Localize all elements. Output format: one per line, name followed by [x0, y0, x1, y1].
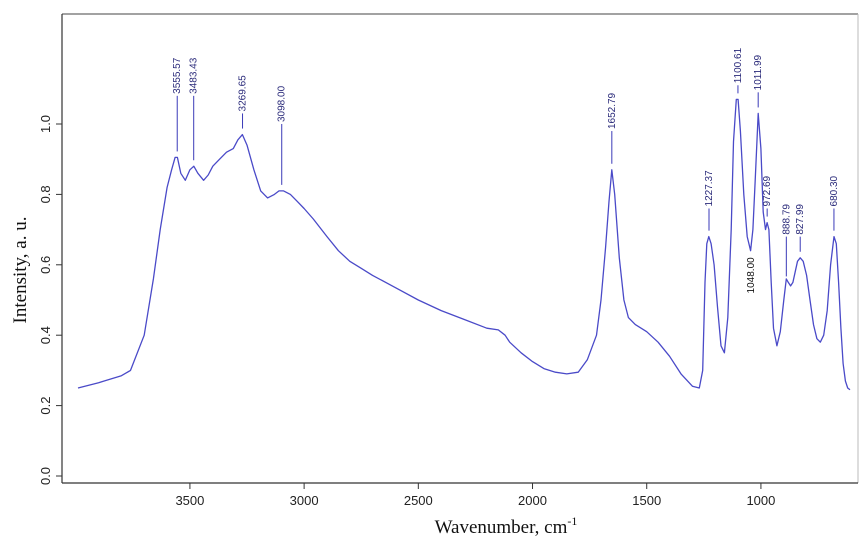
x-tick-label: 1500 — [632, 493, 661, 508]
series-layer — [77, 98, 851, 391]
y-tick-label: 0.0 — [38, 467, 53, 485]
peak-label: 1011.99 — [753, 54, 764, 90]
peak-label: 3098.00 — [277, 85, 288, 122]
x-axis-title-main: Wavenumber, cm — [435, 517, 568, 538]
peak-label: 972.69 — [762, 175, 773, 206]
y-axis-ticks: 0.0 0.2 0.4 0.6 0.8 1.0 — [38, 115, 62, 485]
peak-label: 1048.00 — [746, 257, 757, 294]
y-tick-label: 0.6 — [38, 256, 53, 274]
x-tick-label: 2500 — [404, 493, 433, 508]
x-tick-label: 1000 — [746, 493, 775, 508]
y-tick-label: 0.4 — [38, 326, 53, 344]
x-axis-ticks: 3500 3000 2500 2000 1500 1000 — [175, 483, 775, 508]
peak-annotations: 3555.57 3483.43 3269.65 3098.00 1652.79 1227.… — [172, 47, 840, 293]
x-tick-label: 2000 — [518, 493, 547, 508]
peak-label: 3483.43 — [189, 57, 200, 94]
peak-label: 1100.61 — [733, 47, 744, 83]
peak-label: 680.30 — [829, 175, 840, 206]
y-tick-label: 1.0 — [38, 115, 53, 133]
peak-label: 888.79 — [781, 204, 792, 235]
x-tick-label: 3500 — [175, 493, 204, 508]
peak-label: 3555.57 — [172, 57, 183, 94]
series-line-0 — [77, 98, 851, 391]
peak-label: 3269.65 — [238, 75, 249, 112]
peak-label: 827.99 — [795, 204, 806, 235]
y-tick-label: 0.2 — [38, 397, 53, 415]
x-axis-title-superscript: -1 — [567, 514, 577, 528]
y-axis-title: Intensity, a. u. — [10, 217, 31, 324]
x-tick-label: 3000 — [290, 493, 319, 508]
plot-frame — [61, 13, 859, 484]
peak-label: 1652.79 — [607, 92, 618, 129]
y-tick-label: 0.8 — [38, 185, 53, 203]
peak-label: 1227.37 — [704, 170, 715, 207]
x-axis-title: Wavenumber, cm-1 — [435, 514, 578, 538]
